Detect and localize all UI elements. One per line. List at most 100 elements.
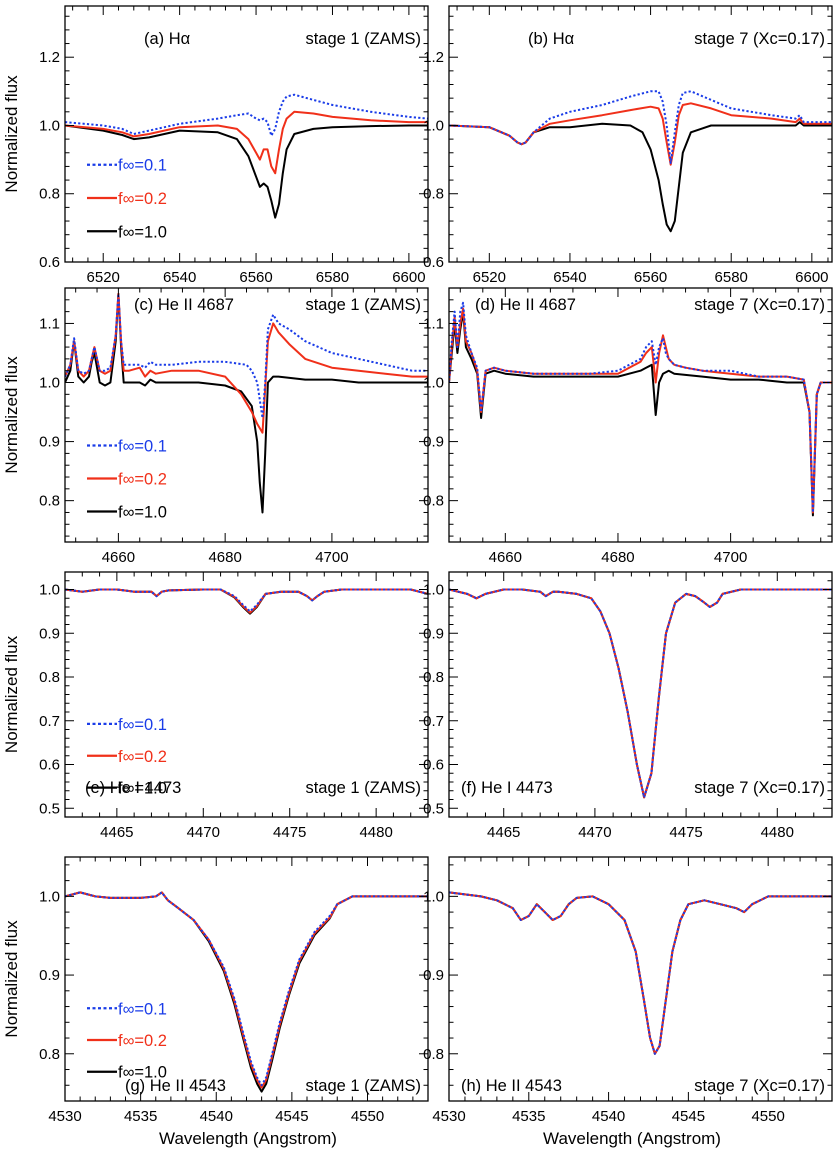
y-axis-label: Normalized flux xyxy=(2,356,21,474)
x-tick-label: 4530 xyxy=(48,1108,81,1125)
legend: f∞=0.1 f∞=0.2 f∞=1.0 xyxy=(87,157,167,241)
y-tick-label: 1.2 xyxy=(39,49,60,66)
y-tick-label: 0.8 xyxy=(423,493,444,510)
y-tick-label: 1.1 xyxy=(423,315,444,332)
series-line-b-0 xyxy=(449,90,832,164)
legend: f∞=0.1 f∞=0.2 f∞=1.0 xyxy=(87,716,167,798)
series-line-d-2 xyxy=(449,310,832,517)
x-tick-label: 4660 xyxy=(102,549,135,566)
legend-label-0: f∞=0.1 xyxy=(118,437,167,455)
y-tick-label: 0.9 xyxy=(39,967,60,984)
y-tick-label: 0.8 xyxy=(423,186,444,203)
y-tick-label: 0.8 xyxy=(423,1046,444,1063)
y-tick-label: 0.5 xyxy=(423,800,444,817)
x-tick-label: 4470 xyxy=(578,824,611,841)
panel-h: 4530 4535 4540 4545 4550 0.8 0.9 1.0 (h) He II 4… xyxy=(423,856,833,1125)
legend-label-1: f∞=0.2 xyxy=(118,1032,167,1050)
x-axis-label-right: Wavelength (Angstrom) xyxy=(543,1129,721,1148)
series-line-f-0 xyxy=(449,588,832,799)
y-tick-label: 0.8 xyxy=(39,493,60,510)
x-tick-label: 4535 xyxy=(124,1108,157,1125)
series-line-e-0 xyxy=(65,588,428,613)
x-tick-label: 4545 xyxy=(672,1108,705,1125)
x-tick-label: 4540 xyxy=(592,1108,625,1125)
series-line-d-1 xyxy=(449,307,832,514)
legend: f∞=0.1 f∞=0.2 f∞=1.0 xyxy=(87,1000,167,1082)
panel-b: 6520 6540 6560 6580 6600 0.6 0.8 1.0 1.2 (b) Hα st… xyxy=(423,5,833,286)
legend-label-1: f∞=0.2 xyxy=(118,190,167,208)
x-tick-label: 4465 xyxy=(100,824,133,841)
x-tick-label: 4480 xyxy=(359,824,392,841)
panel-a: 6520 6540 6560 6580 6600 0.6 0.8 1.0 1.2 (a) Hα st… xyxy=(2,5,429,286)
series-line-f-1 xyxy=(449,588,832,799)
y-tick-label: 0.7 xyxy=(423,713,444,730)
series-line-a-2 xyxy=(65,124,428,219)
x-tick-label: 6520 xyxy=(87,269,120,286)
y-tick-label: 0.6 xyxy=(39,757,60,774)
y-tick-label: 1.0 xyxy=(39,888,60,905)
panel-c: 4660 4680 4700 0.8 0.9 1.0 1.1 (c) He II 4687 st… xyxy=(2,287,429,566)
panel-e-stage: stage 1 (ZAMS) xyxy=(305,779,421,797)
x-tick-label: 4680 xyxy=(601,549,634,566)
panel-a-frame xyxy=(64,5,429,263)
legend-label-2: f∞=1.0 xyxy=(118,504,167,522)
panel-d-title: (d) He II 4687 xyxy=(475,296,576,314)
series-line-h-0 xyxy=(449,891,832,1055)
panel-h-title: (h) He II 4543 xyxy=(461,1077,562,1095)
panel-f-stage: stage 7 (Xc=0.17) xyxy=(694,779,825,797)
series-line-c-0 xyxy=(65,292,428,419)
x-tick-label: 4680 xyxy=(208,549,241,566)
y-tick-label: 1.1 xyxy=(39,315,60,332)
series-line-h-1 xyxy=(449,891,832,1055)
panel-a-title: (a) Hα xyxy=(144,30,191,48)
y-tick-label: 1.0 xyxy=(423,582,444,599)
x-tick-label: 4530 xyxy=(432,1108,465,1125)
y-axis-label: Normalized flux xyxy=(2,75,21,193)
panel-h-series xyxy=(449,891,832,1055)
series-line-f-2 xyxy=(449,588,832,799)
x-tick-label: 4470 xyxy=(187,824,220,841)
y-tick-label: 1.0 xyxy=(39,117,60,134)
x-tick-label: 6580 xyxy=(316,269,349,286)
y-tick-label: 0.9 xyxy=(39,434,60,451)
y-tick-label: 0.8 xyxy=(39,1046,60,1063)
y-tick-label: 0.5 xyxy=(39,800,60,817)
x-tick-label: 6520 xyxy=(473,269,506,286)
series-line-c-1 xyxy=(65,292,428,434)
legend: f∞=0.1 f∞=0.2 f∞=1.0 xyxy=(87,437,167,522)
series-line-h-2 xyxy=(449,891,832,1055)
series-line-b-1 xyxy=(449,102,832,166)
x-tick-label: 4465 xyxy=(487,824,520,841)
series-line-a-0 xyxy=(65,93,428,137)
legend-label-2: f∞=1.0 xyxy=(118,1064,167,1082)
panel-g-series xyxy=(65,891,428,1093)
series-line-b-2 xyxy=(449,121,832,233)
y-tick-label: 1.0 xyxy=(423,375,444,392)
panel-h-stage: stage 7 (Xc=0.17) xyxy=(694,1077,825,1095)
series-line-a-1 xyxy=(65,110,428,175)
x-tick-label: 6600 xyxy=(795,269,828,286)
y-tick-label: 0.8 xyxy=(39,186,60,203)
series-line-d-0 xyxy=(449,301,832,514)
x-tick-label: 4700 xyxy=(315,549,348,566)
series-line-e-1 xyxy=(65,588,428,614)
y-tick-label: 1.2 xyxy=(423,49,444,66)
y-tick-label: 0.8 xyxy=(39,669,60,686)
x-tick-label: 6560 xyxy=(634,269,667,286)
x-tick-label: 4475 xyxy=(669,824,702,841)
x-tick-label: 4550 xyxy=(751,1108,784,1125)
x-tick-label: 4540 xyxy=(200,1108,233,1125)
panel-b-stage: stage 7 (Xc=0.17) xyxy=(694,30,825,48)
y-tick-label: 1.0 xyxy=(39,375,60,392)
series-line-g-0 xyxy=(65,891,428,1087)
x-tick-label: 6580 xyxy=(715,269,748,286)
y-tick-label: 0.9 xyxy=(423,967,444,984)
panel-c-stage: stage 1 (ZAMS) xyxy=(305,296,421,314)
y-tick-label: 1.0 xyxy=(423,117,444,134)
panel-c-series xyxy=(65,292,428,514)
panel-b-series xyxy=(449,90,832,233)
legend-label-1: f∞=0.2 xyxy=(118,471,167,489)
panel-d: 4660 4680 4700 0.8 0.9 1.0 1.1 (d) He II 4687 st… xyxy=(423,287,833,566)
